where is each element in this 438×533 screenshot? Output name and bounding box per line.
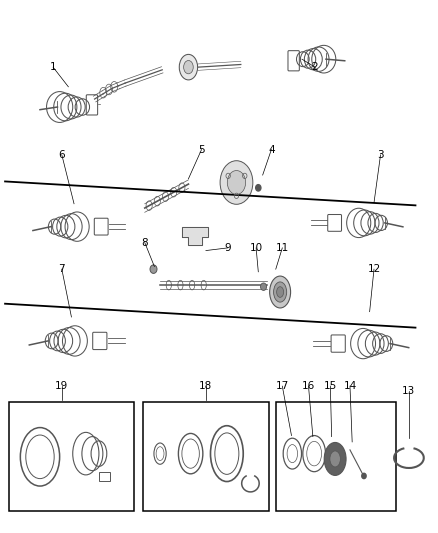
Text: 16: 16 <box>302 381 315 391</box>
Circle shape <box>150 265 157 273</box>
Text: 7: 7 <box>59 264 65 274</box>
Ellipse shape <box>324 442 346 475</box>
Text: 5: 5 <box>198 144 205 155</box>
Text: 8: 8 <box>141 238 148 247</box>
Text: 4: 4 <box>268 144 275 155</box>
Text: 17: 17 <box>276 381 289 391</box>
Text: 9: 9 <box>224 243 231 253</box>
Ellipse shape <box>184 61 193 74</box>
Text: 13: 13 <box>402 386 416 397</box>
Bar <box>276 402 396 511</box>
Text: 14: 14 <box>343 381 357 391</box>
Ellipse shape <box>227 171 246 195</box>
Ellipse shape <box>270 276 290 308</box>
Ellipse shape <box>330 451 340 467</box>
Bar <box>10 402 134 511</box>
Ellipse shape <box>220 161 253 204</box>
Text: 1: 1 <box>50 62 57 72</box>
Circle shape <box>362 473 366 479</box>
Text: 12: 12 <box>367 264 381 274</box>
Bar <box>143 402 269 511</box>
Text: 6: 6 <box>59 150 65 160</box>
Ellipse shape <box>179 54 198 80</box>
Ellipse shape <box>274 282 287 302</box>
Text: 19: 19 <box>55 381 68 391</box>
Text: 3: 3 <box>377 150 384 160</box>
Polygon shape <box>182 227 208 245</box>
Text: 18: 18 <box>199 381 212 391</box>
Text: 15: 15 <box>324 381 337 391</box>
Text: 11: 11 <box>276 243 289 253</box>
Ellipse shape <box>277 287 284 297</box>
Text: 10: 10 <box>250 243 263 253</box>
Circle shape <box>261 283 267 290</box>
Circle shape <box>256 184 261 191</box>
Text: 2: 2 <box>312 62 318 72</box>
